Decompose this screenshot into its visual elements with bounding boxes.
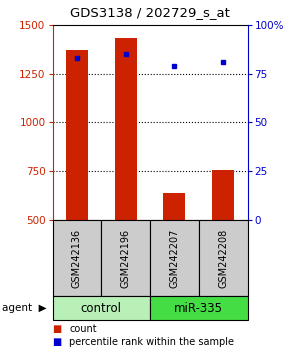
Text: GSM242136: GSM242136	[72, 229, 82, 288]
Bar	[52, 296, 150, 320]
Bar	[101, 220, 150, 296]
Bar	[150, 220, 199, 296]
Text: GSM242208: GSM242208	[218, 229, 228, 288]
Text: ■: ■	[52, 337, 62, 347]
Bar	[199, 220, 248, 296]
Bar	[115, 39, 136, 220]
Text: count: count	[69, 324, 97, 334]
Bar	[52, 220, 101, 296]
Bar	[212, 170, 234, 220]
Text: miR-335: miR-335	[174, 302, 223, 315]
Text: GSM242207: GSM242207	[169, 229, 179, 288]
Bar	[66, 50, 88, 220]
Text: percentile rank within the sample: percentile rank within the sample	[69, 337, 234, 347]
Text: agent  ▶: agent ▶	[2, 303, 46, 313]
Text: GSM242196: GSM242196	[121, 229, 130, 288]
Text: GDS3138 / 202729_s_at: GDS3138 / 202729_s_at	[70, 6, 230, 19]
Bar	[164, 193, 185, 220]
Bar	[150, 296, 248, 320]
Text: control: control	[81, 302, 122, 315]
Text: ■: ■	[52, 324, 62, 334]
